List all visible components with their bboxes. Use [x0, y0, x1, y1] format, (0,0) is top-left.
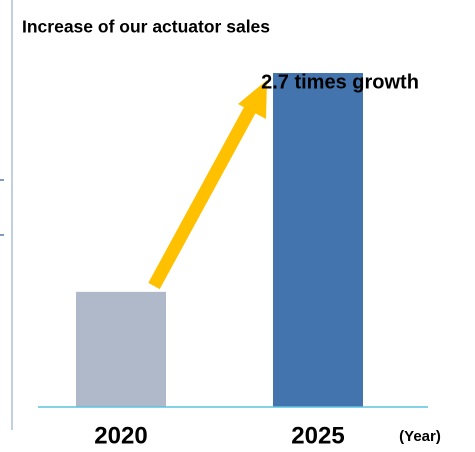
bar — [76, 291, 166, 407]
arrow-head — [238, 80, 267, 119]
arrow-shaft — [148, 102, 258, 290]
growth-arrow — [148, 80, 267, 290]
x-axis-label: (Year) — [399, 428, 441, 445]
x-tick-label: 2025 — [291, 422, 344, 449]
bar — [273, 73, 363, 408]
bars — [76, 73, 363, 408]
x-tick-label: 2020 — [94, 422, 147, 449]
annotation: 2.7 times growth — [261, 71, 419, 93]
chart-title: Increase of our actuator sales — [22, 17, 270, 37]
